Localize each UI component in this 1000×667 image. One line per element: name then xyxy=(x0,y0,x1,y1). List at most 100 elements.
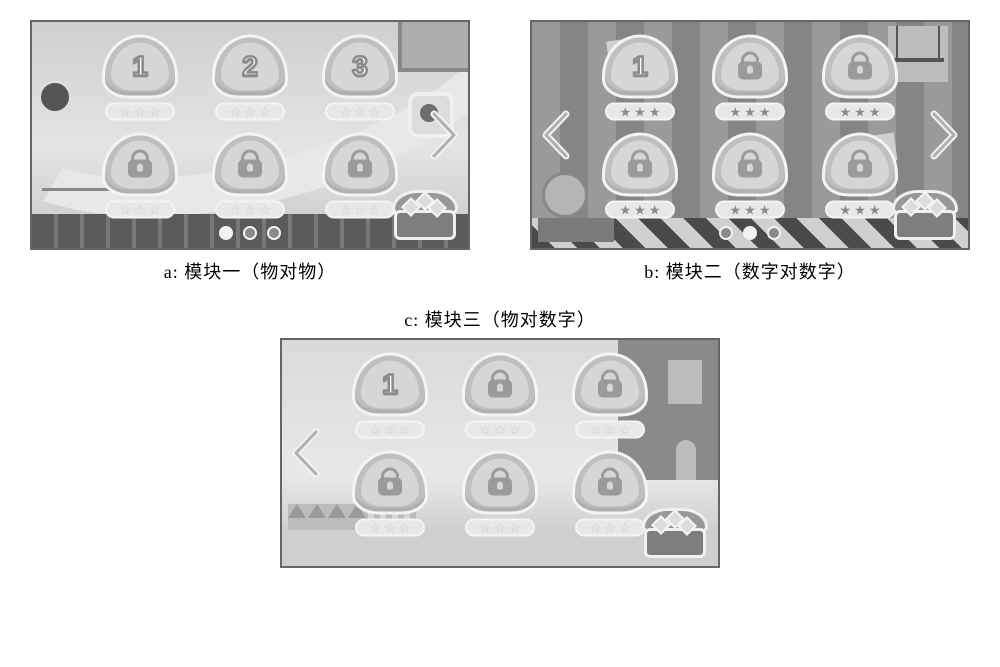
lock-icon xyxy=(735,152,765,178)
stars-bar: ☆☆☆ xyxy=(105,201,175,219)
level-badge[interactable]: 3☆☆☆ xyxy=(317,35,403,123)
level-number: 1 xyxy=(382,369,398,401)
lock-icon xyxy=(595,372,625,398)
level-number: 2 xyxy=(242,51,258,83)
star-outline-icon: ☆ xyxy=(604,423,616,436)
stars-bar: ☆☆☆ xyxy=(325,201,395,219)
star-outline-icon: ☆ xyxy=(134,203,146,216)
star-filled-icon: ★ xyxy=(854,105,866,118)
stars-bar: ☆☆☆ xyxy=(465,519,535,537)
stars-bar: ☆☆☆ xyxy=(355,519,425,537)
star-outline-icon: ☆ xyxy=(149,105,161,118)
star-outline-icon: ☆ xyxy=(604,521,616,534)
star-outline-icon: ☆ xyxy=(244,203,256,216)
star-outline-icon: ☆ xyxy=(619,521,631,534)
star-filled-icon: ★ xyxy=(869,105,881,118)
treasure-chest-button[interactable] xyxy=(390,190,460,242)
badge-grid: 1★★★★★★★★★★★★★★★★★★ xyxy=(597,35,903,221)
panel-a: 1☆☆☆2☆☆☆3☆☆☆☆☆☆☆☆☆☆☆☆ xyxy=(30,20,470,250)
pager-dot[interactable] xyxy=(267,226,281,240)
star-outline-icon: ☆ xyxy=(230,203,242,216)
star-filled-icon: ★ xyxy=(634,203,646,216)
next-button[interactable] xyxy=(926,108,962,162)
star-outline-icon: ☆ xyxy=(480,521,492,534)
star-outline-icon: ☆ xyxy=(259,203,271,216)
star-outline-icon: ☆ xyxy=(340,203,352,216)
prev-button[interactable] xyxy=(538,108,574,162)
lock-icon xyxy=(625,152,655,178)
pager-dot[interactable] xyxy=(243,226,257,240)
star-outline-icon: ☆ xyxy=(370,423,382,436)
next-button[interactable] xyxy=(426,108,462,162)
star-filled-icon: ★ xyxy=(840,105,852,118)
star-outline-icon: ☆ xyxy=(149,203,161,216)
pager-dot[interactable] xyxy=(719,226,733,240)
caption-c: c: 模块三（物对数字） xyxy=(404,306,596,332)
stars-bar: ★★★ xyxy=(605,201,675,219)
lock-icon xyxy=(375,470,405,496)
stars-bar: ★★★ xyxy=(715,103,785,121)
star-filled-icon: ★ xyxy=(840,203,852,216)
caption-b: b: 模块二（数字对数字） xyxy=(644,258,856,284)
prev-button[interactable] xyxy=(288,426,324,480)
level-number: 3 xyxy=(352,51,368,83)
bottom-row: c: 模块三（物对数字） 1☆☆☆☆☆☆☆☆☆☆☆☆☆☆☆☆☆☆ xyxy=(30,294,970,568)
badge-grid: 1☆☆☆☆☆☆☆☆☆☆☆☆☆☆☆☆☆☆ xyxy=(347,353,653,539)
pager-dot[interactable] xyxy=(767,226,781,240)
star-filled-icon: ★ xyxy=(759,105,771,118)
star-filled-icon: ★ xyxy=(744,203,756,216)
panel-c: 1☆☆☆☆☆☆☆☆☆☆☆☆☆☆☆☆☆☆ xyxy=(280,338,720,568)
star-outline-icon: ☆ xyxy=(120,203,132,216)
star-outline-icon: ☆ xyxy=(370,521,382,534)
lock-icon xyxy=(125,152,155,178)
star-outline-icon: ☆ xyxy=(369,105,381,118)
level-badge[interactable]: 1☆☆☆ xyxy=(347,353,433,441)
star-filled-icon: ★ xyxy=(854,203,866,216)
caption-a: a: 模块一（物对物） xyxy=(164,258,337,284)
stars-bar: ★★★ xyxy=(715,201,785,219)
scene-ball xyxy=(38,80,72,114)
star-filled-icon: ★ xyxy=(634,105,646,118)
star-outline-icon: ☆ xyxy=(590,423,602,436)
lock-icon xyxy=(735,54,765,80)
star-outline-icon: ☆ xyxy=(384,521,396,534)
treasure-chest-button[interactable] xyxy=(640,508,710,560)
stars-bar: ☆☆☆ xyxy=(575,519,645,537)
level-badge[interactable]: 1★★★ xyxy=(597,35,683,123)
level-badge[interactable]: 1☆☆☆ xyxy=(97,35,183,123)
pager-dot[interactable] xyxy=(743,226,757,240)
level-badge-locked: ☆☆☆ xyxy=(457,353,543,441)
star-filled-icon: ★ xyxy=(730,203,742,216)
star-outline-icon: ☆ xyxy=(120,105,132,118)
treasure-chest-button[interactable] xyxy=(890,190,960,242)
lock-icon xyxy=(845,54,875,80)
stars-bar: ☆☆☆ xyxy=(325,103,395,121)
level-badge-locked: ☆☆☆ xyxy=(207,133,293,221)
level-badge-locked: ★★★ xyxy=(817,35,903,123)
star-outline-icon: ☆ xyxy=(340,105,352,118)
pager-dot[interactable] xyxy=(219,226,233,240)
star-filled-icon: ★ xyxy=(869,203,881,216)
pager xyxy=(719,226,781,240)
lock-icon xyxy=(595,470,625,496)
stars-bar: ☆☆☆ xyxy=(465,421,535,439)
level-badge-locked: ☆☆☆ xyxy=(457,451,543,539)
star-outline-icon: ☆ xyxy=(590,521,602,534)
star-filled-icon: ★ xyxy=(759,203,771,216)
star-filled-icon: ★ xyxy=(649,203,661,216)
pager xyxy=(219,226,281,240)
star-outline-icon: ☆ xyxy=(399,521,411,534)
level-badge[interactable]: 2 ☆☆☆ xyxy=(207,35,293,123)
stars-bar: ★★★ xyxy=(825,103,895,121)
stars-bar: ★★★ xyxy=(825,201,895,219)
star-outline-icon: ☆ xyxy=(494,423,506,436)
star-outline-icon: ☆ xyxy=(399,423,411,436)
level-badge-locked: ☆☆☆ xyxy=(97,133,183,221)
lock-icon xyxy=(485,470,515,496)
star-outline-icon: ☆ xyxy=(494,521,506,534)
star-outline-icon: ☆ xyxy=(230,105,242,118)
star-outline-icon: ☆ xyxy=(384,423,396,436)
scene-books xyxy=(538,218,614,242)
star-outline-icon: ☆ xyxy=(354,203,366,216)
stars-bar: ☆☆☆ xyxy=(215,103,285,121)
